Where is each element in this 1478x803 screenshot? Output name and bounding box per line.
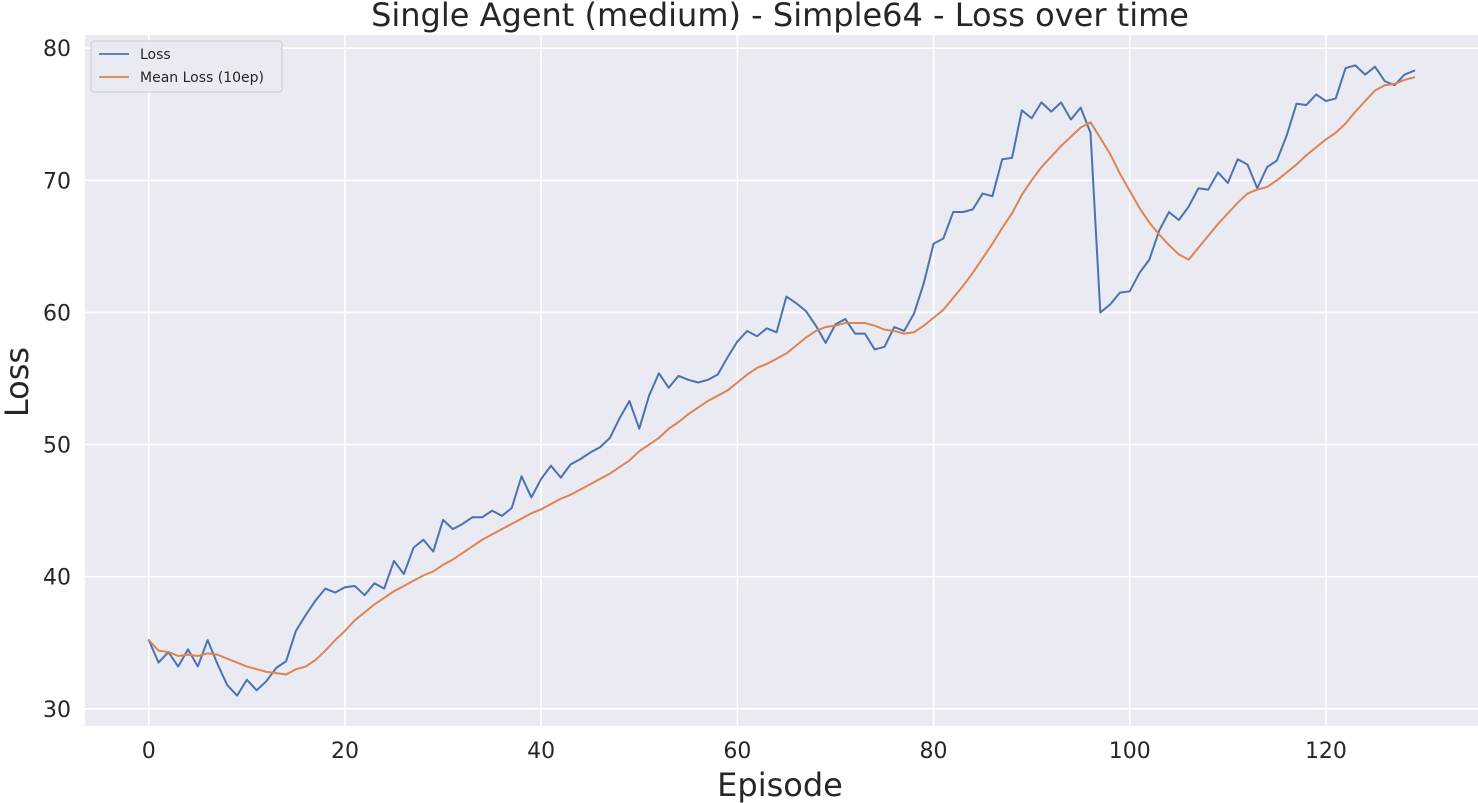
legend-label-loss: Loss xyxy=(140,47,171,63)
legend-label-mean-loss: Mean Loss (10ep) xyxy=(140,70,264,86)
y-tick-label: 40 xyxy=(43,566,71,591)
x-tick-label: 60 xyxy=(723,739,751,764)
tick-labels: 0 20 40 60 80 100 120 30 40 50 60 70 80 xyxy=(43,37,1347,764)
plot-background xyxy=(85,35,1478,726)
legend-box xyxy=(90,40,283,93)
x-tick-label: 20 xyxy=(331,739,359,764)
grid-lines xyxy=(85,35,1478,726)
x-tick-label: 120 xyxy=(1305,739,1347,764)
x-tick-label: 100 xyxy=(1109,739,1151,764)
y-tick-label: 70 xyxy=(43,169,71,194)
series-layer xyxy=(147,64,1416,697)
x-axis-label: Episode xyxy=(717,766,843,803)
y-axis-label: Loss xyxy=(0,347,36,417)
series-line-loss xyxy=(147,64,1416,697)
legend: Loss Mean Loss (10ep) xyxy=(90,40,283,93)
chart-title: Single Agent (medium) - Simple64 - Loss … xyxy=(371,0,1189,34)
series-line-mean-loss xyxy=(147,76,1416,676)
x-tick-label: 40 xyxy=(527,739,555,764)
y-tick-label: 50 xyxy=(43,434,71,459)
y-tick-label: 60 xyxy=(43,301,71,326)
x-tick-label: 80 xyxy=(920,739,948,764)
x-tick-label: 0 xyxy=(142,739,156,764)
y-tick-label: 80 xyxy=(43,37,71,62)
y-tick-label: 30 xyxy=(43,698,71,723)
